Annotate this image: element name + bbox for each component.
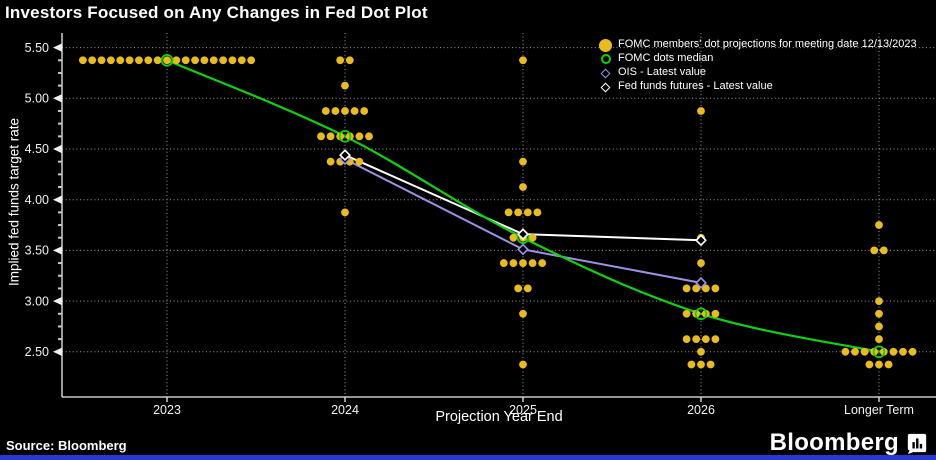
- svg-text:2.50: 2.50: [25, 345, 49, 359]
- legend-label: OIS - Latest value: [618, 66, 707, 79]
- legend-label: Fed funds futures - Latest value: [618, 80, 773, 93]
- svg-text:3.50: 3.50: [25, 244, 49, 258]
- svg-text:2026: 2026: [687, 403, 715, 417]
- svg-text:3.00: 3.00: [25, 294, 49, 308]
- svg-text:5.50: 5.50: [25, 41, 49, 55]
- svg-text:2025: 2025: [509, 403, 537, 417]
- x-axis-title: Projection Year End: [435, 409, 563, 425]
- svg-text:4.50: 4.50: [25, 142, 49, 156]
- legend-item-fomc-median: FOMC dots median: [599, 52, 917, 66]
- svg-text:5.00: 5.00: [25, 92, 49, 106]
- legend-item-fomc-dots: FOMC members' dot projections for meetin…: [599, 38, 917, 52]
- svg-text:2023: 2023: [153, 403, 181, 417]
- chart-legend: FOMC members' dot projections for meetin…: [599, 38, 917, 94]
- legend-item-fed-funds-futures: Fed funds futures - Latest value: [599, 80, 917, 94]
- chart-title: Investors Focused on Any Changes in Fed …: [5, 3, 428, 22]
- source-label: Source: Bloomberg: [6, 438, 127, 453]
- bloomberg-wordmark: Bloomberg: [769, 429, 899, 456]
- bloomberg-logo: Bloomberg: [770, 429, 928, 457]
- open-circle-marker-icon: [600, 54, 611, 64]
- open-diamond-marker-icon: [600, 68, 611, 78]
- legend-item-ois: OIS - Latest value: [599, 66, 917, 80]
- legend-label: FOMC dots median: [618, 52, 714, 65]
- legend-label: FOMC members' dot projections for meetin…: [618, 38, 917, 51]
- svg-text:2024: 2024: [331, 403, 359, 417]
- bottom-accent-bar: [0, 455, 936, 460]
- filled-circle-marker-icon: [599, 38, 612, 52]
- bloomberg-logo-icon: [907, 433, 927, 454]
- y-axis-title: Implied fed funds target rate: [6, 117, 22, 287]
- svg-text:4.00: 4.00: [25, 193, 49, 207]
- open-diamond-marker-icon: [600, 82, 611, 92]
- svg-text:Longer Term: Longer Term: [844, 403, 914, 417]
